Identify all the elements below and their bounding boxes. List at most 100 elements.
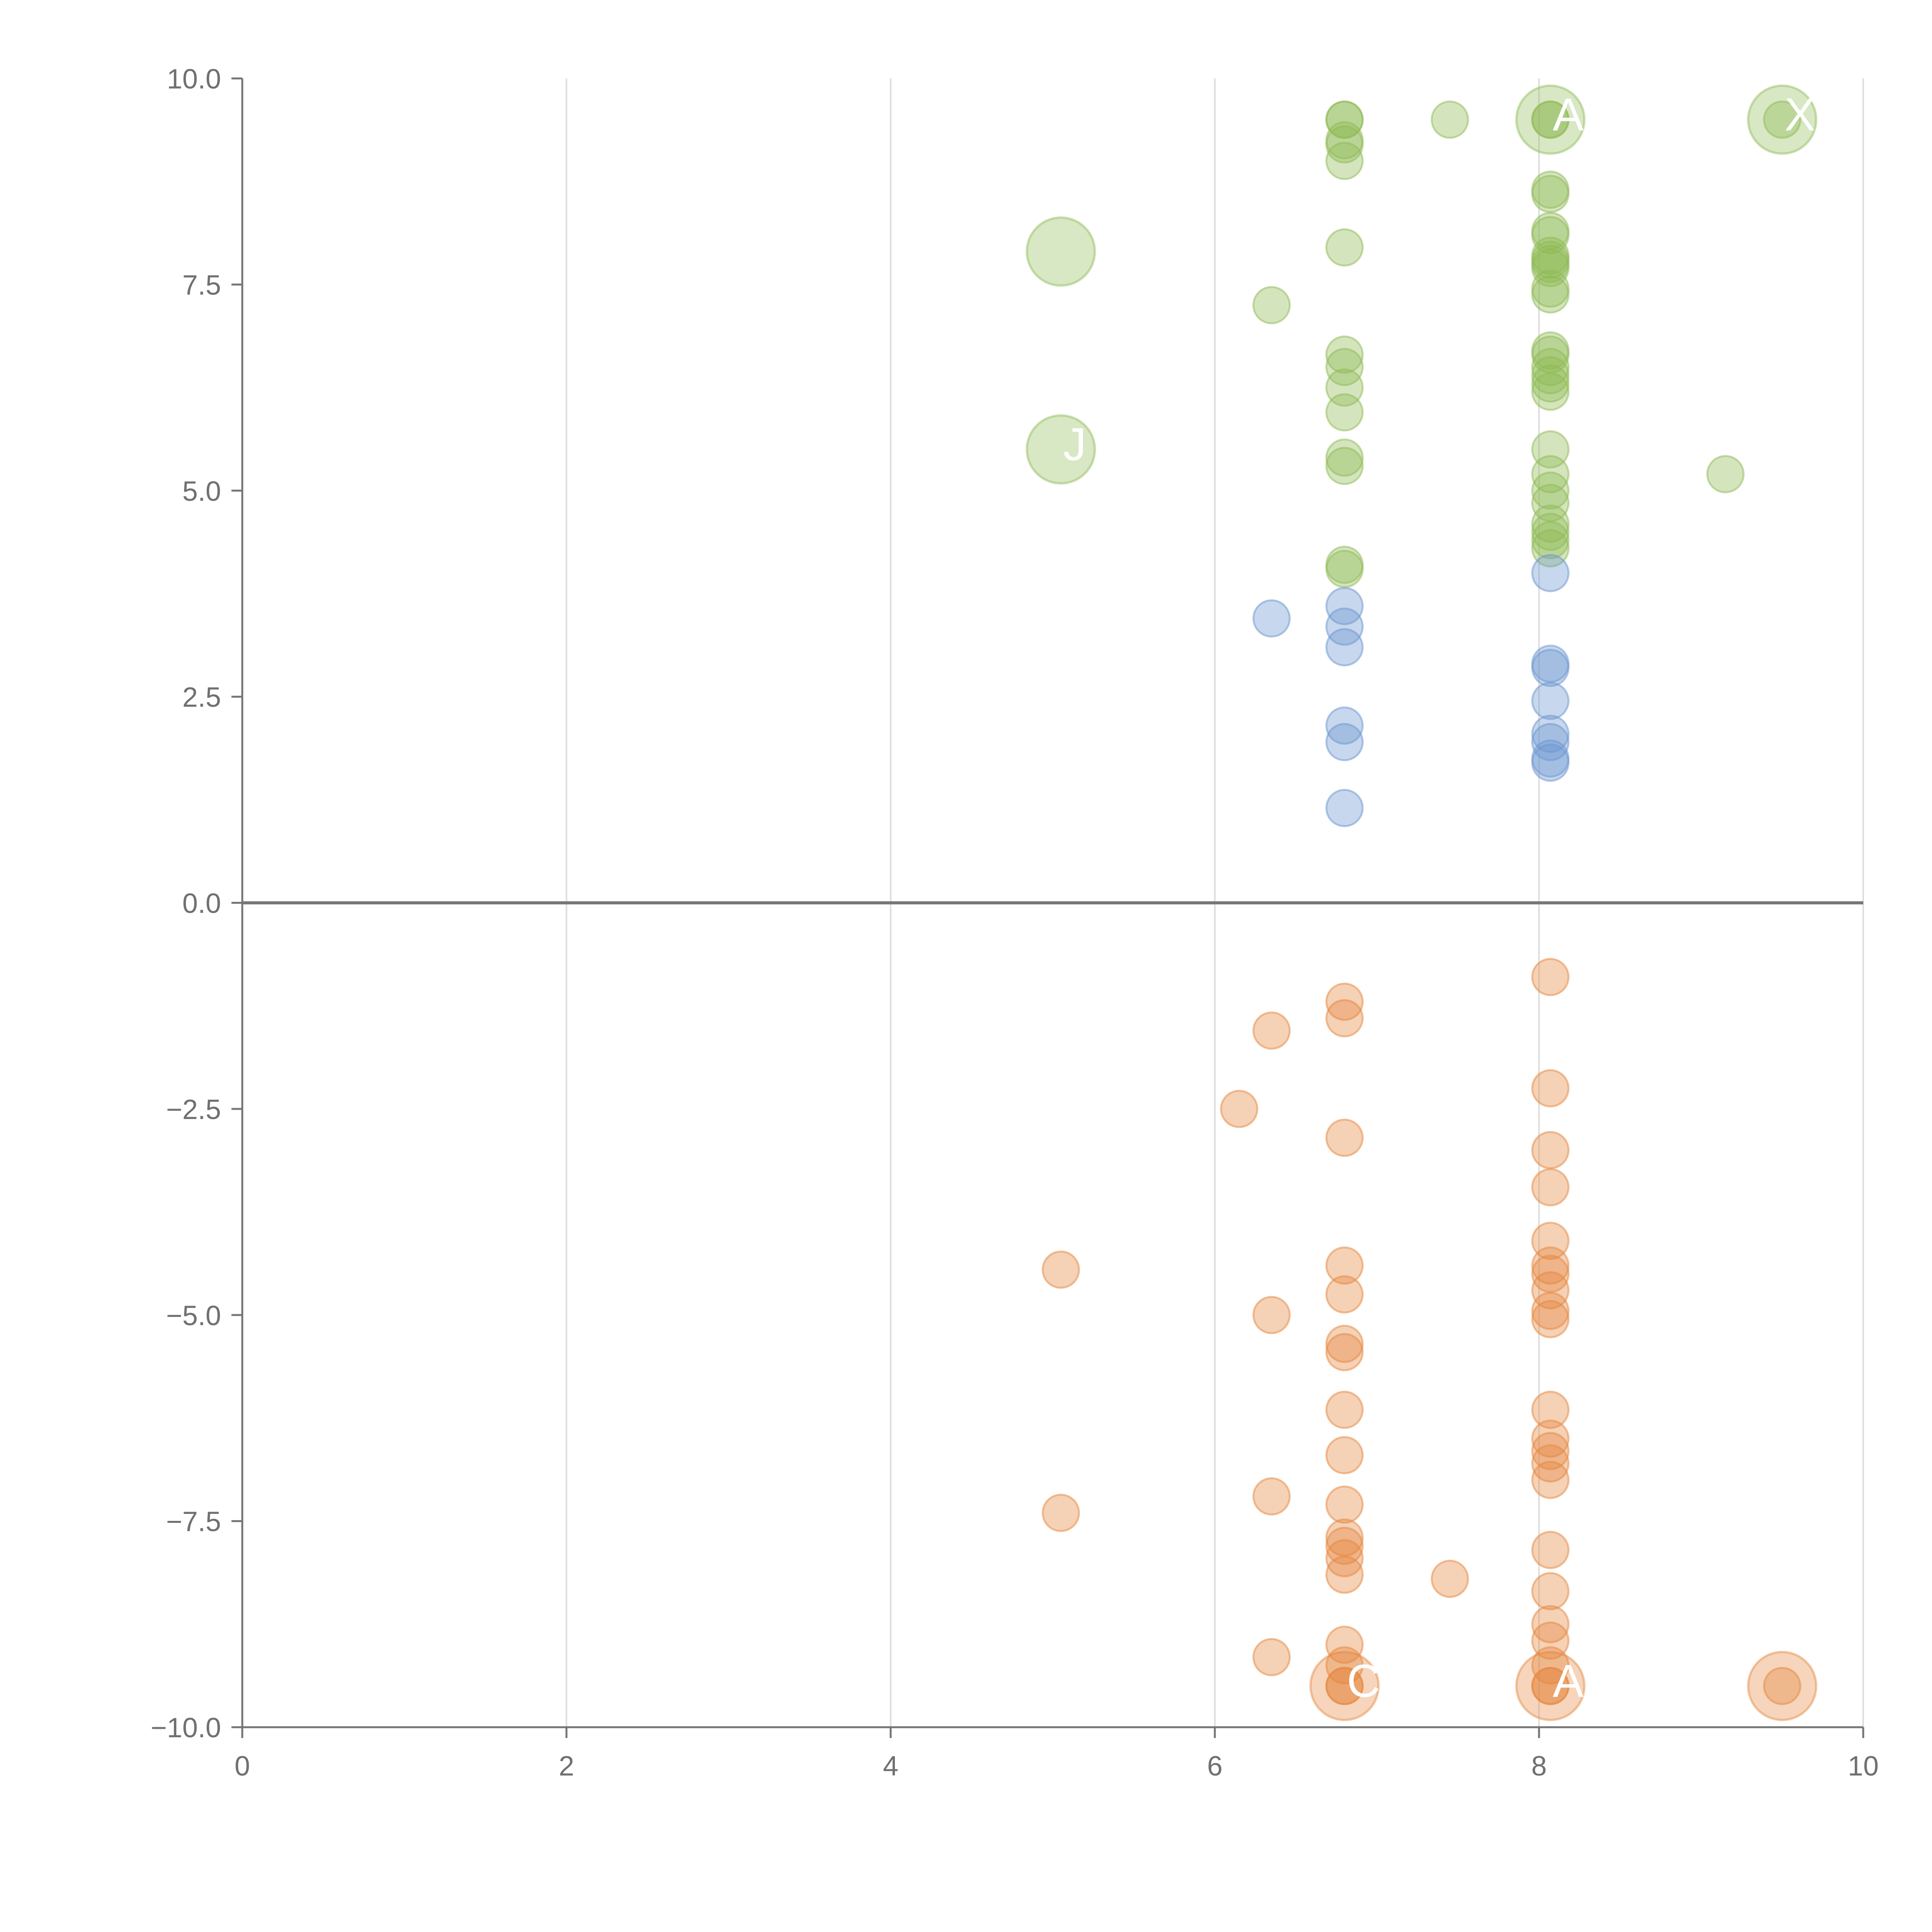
orange-point (1252, 1638, 1291, 1677)
green-point (1531, 249, 1570, 287)
orange-point (1531, 958, 1570, 997)
green-point (1325, 228, 1364, 267)
green-point (1706, 455, 1745, 493)
y-tick-label: −10.0 (151, 1713, 221, 1743)
x-tick-label: 8 (1531, 1751, 1547, 1782)
orange-point (1325, 1539, 1364, 1578)
point-annotation: X (1784, 89, 1815, 141)
orange-point (1325, 1325, 1364, 1363)
green-point (1325, 335, 1364, 374)
y-tick-label: 2.5 (182, 682, 221, 713)
orange-point (1763, 1667, 1801, 1705)
points-layer (1026, 84, 1818, 1721)
orange-point (1252, 1477, 1291, 1516)
axis-layer: 10.0 7.5 5.0 2.5 0.0 −2.5 −5.0 −7.5 −10.0 0 2 4 6 8 10 (151, 64, 1879, 1782)
y-tick-label: −7.5 (166, 1507, 221, 1537)
x-tick-label: 2 (559, 1751, 574, 1782)
orange-point (1041, 1493, 1080, 1532)
orange-point (1531, 1168, 1570, 1207)
orange-point (1531, 1069, 1570, 1108)
point-annotation: A (1553, 89, 1583, 141)
green-bubble (1026, 414, 1096, 485)
orange-point (1531, 1292, 1570, 1330)
orange-point (1325, 1527, 1364, 1565)
orange-point (1531, 1432, 1570, 1470)
green-point (1430, 100, 1469, 139)
orange-point (1325, 1646, 1364, 1685)
point-annotation: A (1553, 1655, 1583, 1707)
orange-point (1531, 1131, 1570, 1170)
blue-point (1531, 743, 1570, 782)
x-tick-label: 6 (1207, 1751, 1223, 1782)
green-point (1531, 100, 1570, 139)
y-tick-label: −2.5 (166, 1094, 221, 1125)
green-point (1531, 364, 1570, 403)
green-point (1325, 549, 1364, 588)
green-point (1325, 141, 1364, 180)
green-bubble (1026, 216, 1096, 287)
orange-point (1531, 1646, 1570, 1685)
orange-point (1430, 1560, 1469, 1598)
green-bubble (1747, 84, 1818, 155)
orange-point (1325, 1119, 1364, 1157)
x-tick-label: 0 (235, 1751, 250, 1782)
green-point (1325, 393, 1364, 432)
y-tick-label: 5.0 (182, 476, 221, 507)
orange-point (1531, 1271, 1570, 1310)
y-tick-label: −5.0 (166, 1300, 221, 1331)
green-point (1531, 521, 1570, 560)
blue-point (1325, 789, 1364, 827)
orange-point (1325, 999, 1364, 1037)
orange-point (1325, 1667, 1364, 1705)
blue-point (1325, 587, 1364, 625)
blue-point (1325, 723, 1364, 761)
blue-point (1252, 599, 1291, 638)
green-point (1763, 100, 1801, 139)
orange-point (1531, 1572, 1570, 1611)
x-tick-label: 4 (883, 1751, 898, 1782)
orange-point (1252, 1296, 1291, 1334)
orange-point (1325, 1626, 1364, 1664)
orange-point (1531, 1391, 1570, 1429)
green-point (1325, 125, 1364, 164)
green-point (1325, 348, 1364, 386)
orange-point (1325, 983, 1364, 1021)
blue-point (1531, 682, 1570, 720)
orange-point (1531, 1605, 1570, 1643)
y-tick-label: 0.0 (182, 888, 221, 919)
blue-point (1531, 723, 1570, 761)
orange-point (1531, 1444, 1570, 1483)
orange-point (1531, 1667, 1570, 1705)
point-annotation: J (1063, 418, 1086, 470)
orange-point (1531, 1461, 1570, 1499)
orange-point (1531, 1300, 1570, 1338)
green-point (1325, 438, 1364, 477)
orange-point (1325, 1391, 1364, 1429)
green-point (1531, 471, 1570, 510)
orange-point (1220, 1090, 1259, 1128)
point-annotation: C (1347, 1655, 1381, 1707)
orange-bubble (1747, 1651, 1818, 1721)
blue-point (1325, 607, 1364, 646)
orange-point (1325, 1485, 1364, 1524)
orange-point (1325, 1275, 1364, 1314)
x-tick-label: 10 (1848, 1751, 1879, 1782)
orange-point (1252, 1011, 1291, 1050)
y-tick-label: 7.5 (182, 270, 221, 301)
orange-point (1041, 1250, 1080, 1289)
green-point (1252, 286, 1291, 325)
green-point (1531, 372, 1570, 411)
orange-point (1325, 1333, 1364, 1371)
green-point (1531, 455, 1570, 493)
green-point (1531, 175, 1570, 213)
blue-point (1531, 648, 1570, 687)
orange-point (1325, 1246, 1364, 1285)
green-point (1531, 356, 1570, 395)
blue-point (1325, 706, 1364, 745)
orange-point (1531, 1531, 1570, 1569)
green-point (1531, 512, 1570, 551)
y-tick-label: 10.0 (167, 64, 221, 95)
orange-point (1325, 1555, 1364, 1594)
